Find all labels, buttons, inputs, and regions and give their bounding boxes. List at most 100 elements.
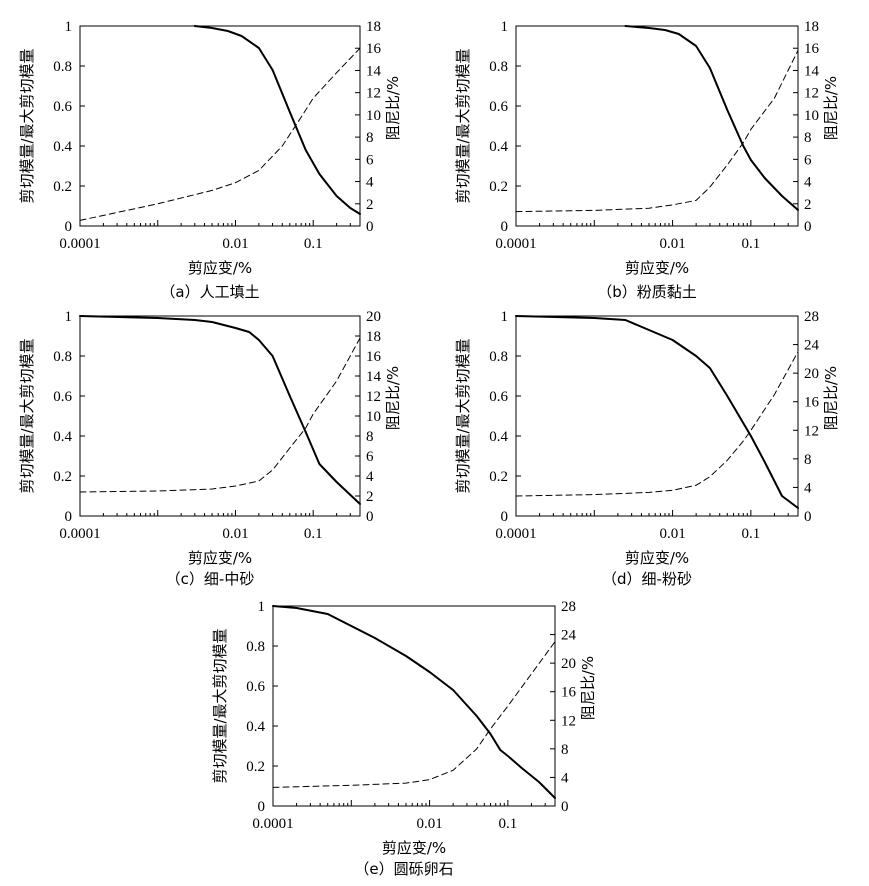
- y-right-tick-label: 8: [561, 742, 569, 758]
- y-right-tick-label: 4: [561, 770, 569, 786]
- chart-panel-c: 0.0001 0.01 0.100.20.40.60.810246810121416…: [18, 309, 402, 588]
- panel-caption: （e）圆砾卵石: [354, 860, 453, 878]
- y-left-tick-label: 0.4: [246, 719, 265, 735]
- panel-caption: （a）人工填土: [160, 283, 259, 301]
- y-left-tick-label: 0: [65, 219, 73, 235]
- y-right-tick-label: 0: [561, 799, 569, 815]
- y-right-tick-label: 16: [366, 349, 382, 365]
- plot-frame: [272, 605, 556, 807]
- y-right-tick-label: 8: [366, 429, 374, 445]
- y-right-tick-label: 8: [366, 130, 374, 146]
- damping-ratio-line: [272, 641, 556, 788]
- y-right-tick-label: 4: [366, 469, 374, 485]
- x-axis-label: 剪应变/%: [188, 259, 252, 277]
- modulus-ratio-line: [79, 315, 361, 505]
- y-left-tick-label: 0.2: [53, 179, 72, 195]
- y-right-tick-label: 16: [804, 41, 820, 57]
- y-left-tick-label: 1: [258, 599, 266, 615]
- panel-caption: （b）粉质黏土: [597, 283, 697, 301]
- y-right-tick-label: 10: [804, 108, 819, 124]
- y-right-tick-label: 14: [366, 369, 382, 385]
- damping-ratio-line: [515, 49, 799, 213]
- y-right-tick-label: 0: [804, 219, 812, 235]
- y-right-tick-label: 8: [804, 452, 812, 468]
- y-right-tick-label: 8: [804, 130, 812, 146]
- y-right-tick-label: 2: [804, 197, 812, 213]
- y-left-tick-label: 0.6: [53, 99, 72, 115]
- y-left-tick-label: 0.4: [53, 139, 72, 155]
- plot-frame: [515, 25, 799, 227]
- y-left-tick-label: 0.2: [489, 179, 508, 195]
- y-right-tick-label: 24: [561, 628, 577, 644]
- modulus-ratio-line: [515, 315, 799, 509]
- y-left-tick-label: 0.4: [53, 429, 72, 445]
- plot-frame: [79, 315, 361, 517]
- y-right-tick-label: 18: [804, 19, 819, 35]
- y-right-tick-label: 18: [366, 329, 381, 345]
- y-right-tick-label: 14: [804, 63, 820, 79]
- y-left-tick-label: 0.6: [246, 679, 265, 695]
- chart-panel-b: 0.0001 0.01 0.100.20.40.60.810246810121416…: [454, 19, 840, 301]
- y-right-tick-label: 4: [366, 175, 374, 191]
- plot-frame: [79, 25, 361, 227]
- y-right-tick-label: 6: [366, 152, 374, 168]
- y-left-tick-label: 0: [501, 509, 509, 525]
- y-right-tick-label: 20: [804, 366, 819, 382]
- y-right-tick-label: 16: [804, 395, 820, 411]
- y-right-tick-label: 20: [366, 309, 381, 325]
- damping-ratio-line: [79, 337, 361, 493]
- y-left-axis-label: 剪切模量/最大剪切模量: [18, 48, 36, 203]
- y-right-tick-label: 4: [804, 175, 812, 191]
- damping-ratio-line: [79, 47, 361, 221]
- panel-caption: （d）细-粉砂: [602, 570, 692, 588]
- y-right-axis-label: 阻尼比/%: [579, 656, 597, 720]
- y-right-axis-label: 阻尼比/%: [384, 76, 402, 140]
- x-axis-label: 剪应变/%: [625, 549, 689, 567]
- x-axis-label: 剪应变/%: [188, 549, 252, 567]
- chart-panel-e: 0.0001 0.01 0.1 0 0.2 0.4 0.6 0.8 1 0 4 8 12 16 20 24 28…: [211, 599, 597, 878]
- y-left-axis-label: 剪切模量/最大剪切模量: [454, 48, 472, 203]
- y-left-tick-label: 0.6: [489, 389, 508, 405]
- y-right-tick-label: 0: [804, 509, 812, 525]
- x-tick-label: 0.1: [304, 526, 323, 542]
- x-tick-label: 0.1: [498, 816, 517, 832]
- y-right-tick-label: 28: [561, 599, 576, 615]
- y-right-axis-label: 阻尼比/%: [822, 366, 840, 430]
- plot-frame: [515, 315, 799, 517]
- damping-ratio-line: [515, 351, 799, 497]
- y-left-tick-label: 0.8: [489, 59, 508, 75]
- y-right-tick-label: 4: [804, 480, 812, 496]
- y-right-tick-label: 20: [561, 656, 576, 672]
- y-left-tick-label: 0.4: [489, 139, 508, 155]
- x-tick-label: 0.0001: [59, 526, 100, 542]
- y-right-tick-label: 16: [561, 685, 577, 701]
- y-right-tick-label: 12: [804, 423, 819, 439]
- y-left-tick-label: 0.8: [53, 349, 72, 365]
- panel-caption: （c）细-中砂: [166, 570, 255, 588]
- y-left-axis-label: 剪切模量/最大剪切模量: [211, 628, 229, 783]
- y-right-tick-label: 6: [804, 152, 812, 168]
- y-left-tick-label: 0: [258, 799, 266, 815]
- y-right-tick-label: 2: [366, 197, 374, 213]
- modulus-ratio-line: [272, 605, 556, 799]
- x-tick-label: 0.01: [222, 236, 248, 252]
- x-tick-label: 0.1: [304, 236, 323, 252]
- y-right-axis-label: 阻尼比/%: [822, 76, 840, 140]
- modulus-ratio-line: [624, 25, 799, 211]
- x-tick-label: 0.1: [741, 526, 760, 542]
- y-left-tick-label: 0.8: [53, 59, 72, 75]
- x-tick-label: 0.01: [659, 236, 685, 252]
- chart-panel-d: 0.0001 0.01 0.1 0 0.2 0.4 0.6 0.8 1 0 4 8 12 16 20 24 28…: [454, 309, 840, 588]
- y-left-tick-label: 1: [65, 309, 73, 325]
- y-right-tick-label: 12: [561, 713, 576, 729]
- y-right-tick-label: 28: [804, 309, 819, 325]
- y-right-tick-label: 16: [366, 41, 382, 57]
- y-left-tick-label: 1: [501, 309, 509, 325]
- y-right-tick-label: 10: [366, 409, 381, 425]
- y-right-axis-label: 阻尼比/%: [384, 366, 402, 430]
- y-left-tick-label: 0.8: [489, 349, 508, 365]
- y-right-tick-label: 0: [366, 219, 374, 235]
- y-left-tick-label: 0.2: [246, 759, 265, 775]
- y-left-tick-label: 0: [501, 219, 509, 235]
